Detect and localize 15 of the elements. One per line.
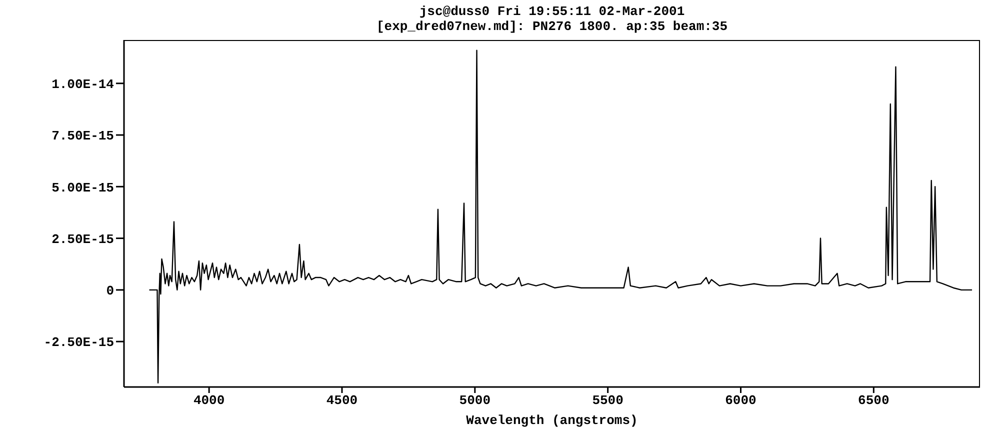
y-tick-label: 1.00E-14: [52, 76, 114, 92]
x-tick-label: 5500: [592, 393, 624, 408]
x-axis-title: Wavelength (angstroms): [466, 413, 638, 428]
y-tick-label: -2.50E-15: [44, 335, 114, 350]
chart-subtitle: [exp_dred07new.md]: PN276 1800. ap:35 beam:35: [375, 19, 729, 34]
y-tick-label: 7.50E-15: [52, 128, 114, 144]
x-tick-label: 5000: [459, 393, 491, 408]
x-tick-label: 4000: [193, 393, 225, 408]
y-tick-label: 2.50E-15: [52, 232, 114, 247]
x-tick-label: 6000: [725, 393, 757, 408]
x-tick-label: 6500: [858, 393, 890, 408]
y-tick-label: 0: [106, 284, 114, 299]
chart-title: jsc@duss0 Fri 19:55:11 02-Mar-2001: [418, 4, 686, 19]
x-tick-label: 4500: [326, 393, 358, 408]
y-tick-label: 5.00E-15: [52, 180, 114, 196]
